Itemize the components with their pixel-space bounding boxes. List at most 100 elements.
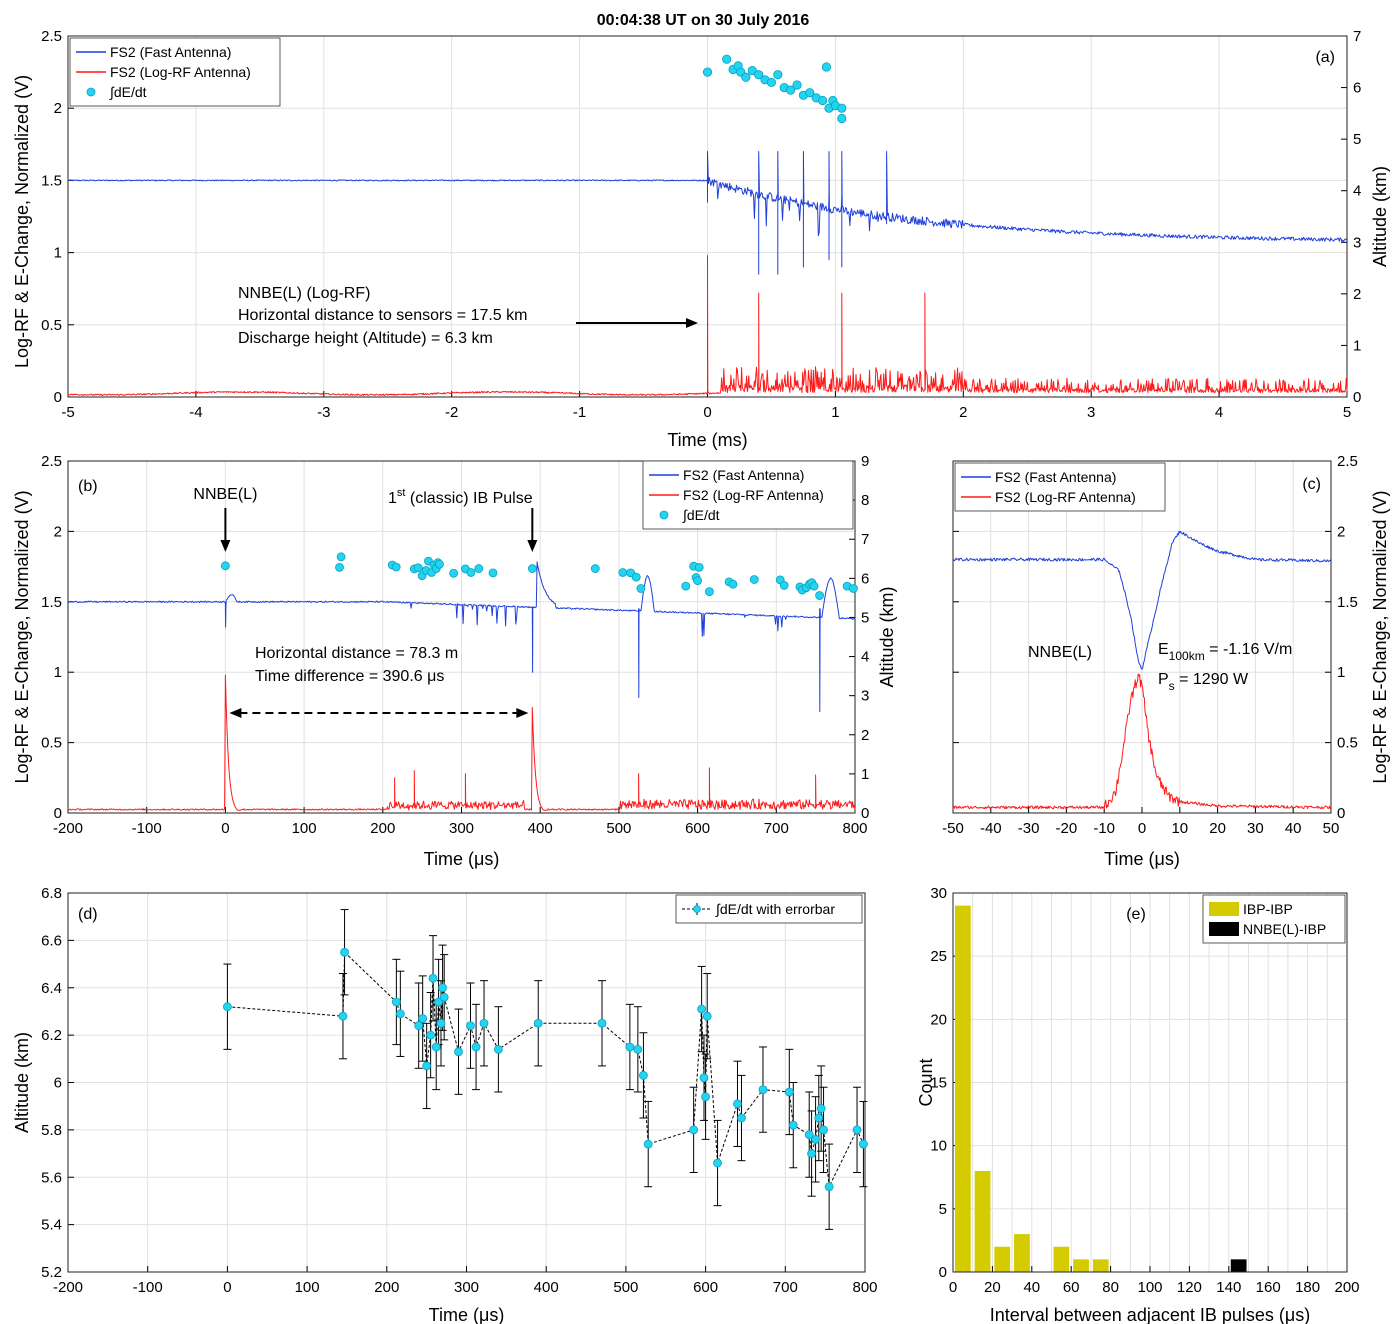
altitude-point (805, 88, 815, 98)
log-rf-line (952, 673, 1332, 810)
x-tick-label: 40 (1285, 820, 1302, 837)
altitude-point (749, 575, 759, 584)
figure-title: 00:04:38 UT on 30 July 2016 (597, 12, 810, 29)
y2-tick-label: 7 (861, 531, 869, 548)
x-tick-label: 0 (1138, 820, 1146, 837)
legend-marker (659, 510, 669, 520)
altitude-point (818, 95, 828, 106)
altitude-point (693, 576, 702, 586)
y2-tick-label: 0 (861, 805, 869, 822)
y-tick-label: 1.5 (41, 594, 62, 611)
altitude-point (701, 1092, 710, 1102)
histogram-bar (974, 1170, 991, 1272)
y-axis-label: Count (916, 1058, 936, 1106)
y2-tick-label: 3 (861, 688, 869, 705)
x-tick-label: 800 (842, 820, 867, 837)
y-tick-label: 20 (930, 1011, 947, 1028)
altitude-point (597, 1018, 607, 1028)
axes-frame (952, 892, 1348, 1273)
x-tick-label: 0 (703, 404, 711, 421)
x-tick-label: 300 (454, 1279, 479, 1296)
y-tick-label: 6.4 (41, 980, 62, 997)
legend-label: FS2 (Fast Antenna) (683, 467, 804, 483)
panel-e: 0 20 40 60 80 100 120 140 160 180 200 0 5 10 15 20 25 30 (… (916, 885, 1360, 1324)
legend-label: FS2 (Log-RF Antenna) (110, 64, 251, 80)
x-tick-label: 20 (984, 1279, 1001, 1296)
y-tick-label: 2.5 (41, 28, 62, 45)
y-tick-label: 5.8 (41, 1122, 62, 1139)
altitude-point (590, 564, 600, 573)
y-tick-label: 5.6 (41, 1169, 62, 1186)
histogram-bar (1014, 1234, 1030, 1272)
legend-label: ∫dE/dt (682, 507, 720, 523)
fast-antenna-line (67, 151, 1348, 275)
axes-frame (67, 892, 866, 1273)
altitude-point (779, 580, 789, 590)
x-tick-label: 500 (613, 1279, 638, 1296)
x-tick-label: 100 (295, 1279, 320, 1296)
x-tick-label: -20 (1056, 820, 1078, 837)
altitude-point (220, 561, 230, 571)
panel-label: (d) (78, 906, 98, 923)
x-tick-label: 100 (1137, 1279, 1162, 1296)
annotation-text: 1st (classic) IB Pulse (388, 487, 533, 507)
y-axis-label: Log-RF & E-Change, Normalized (V) (12, 490, 32, 783)
x-tick-label: 0 (949, 1279, 957, 1296)
altitude-point (436, 1018, 446, 1028)
annotation-arrowhead (516, 708, 529, 718)
x-tick-label: 200 (374, 1279, 399, 1296)
annotation-arrowhead (229, 708, 242, 718)
y-tick-label: 1 (54, 664, 62, 681)
x-tick-label: 3 (1087, 404, 1095, 421)
x-tick-label: 5 (1343, 404, 1351, 421)
altitude-point (681, 581, 691, 591)
altitude-point (335, 562, 344, 572)
panel-label: (b) (78, 478, 98, 495)
altitude-point (471, 1042, 481, 1052)
y-tick-label: 0 (54, 389, 62, 406)
legend-label: FS2 (Log-RF Antenna) (683, 487, 824, 503)
legend-label: NNBE(L)-IBP (1243, 921, 1326, 937)
x-tick-label: 200 (370, 820, 395, 837)
x-tick-label: -10 (1093, 820, 1115, 837)
altitude-point (697, 1004, 707, 1014)
y-tick-label: 2.5 (41, 453, 62, 470)
x-tick-label: -100 (132, 820, 162, 837)
annotation-arrowhead (220, 540, 231, 552)
x-tick-label: 160 (1256, 1279, 1281, 1296)
panels: -5 -4 -3 -2 -1 0 1 2 3 4 500.511.522.501234567NNBE… (12, 28, 1390, 1324)
x-tick-label: 600 (685, 820, 710, 837)
x-tick-label: 20 (1209, 820, 1226, 837)
panel-a: -5 -4 -3 -2 -1 0 1 2 3 4 500.511.522.501234567NNBE… (12, 28, 1390, 450)
x-axis-label: Time (μs) (1104, 849, 1180, 869)
x-axis-label: Time (ms) (667, 430, 747, 450)
altitude-point (852, 1125, 862, 1135)
altitude-point (821, 62, 832, 72)
legend-label: IBP-IBP (1243, 901, 1293, 917)
annotation-text: Horizontal distance = 78.3 m (255, 645, 458, 662)
altitude-point (754, 70, 764, 80)
x-tick-label: -3 (317, 404, 330, 421)
x-axis-label: Time (μs) (424, 849, 500, 869)
altitude-point (639, 1070, 648, 1080)
y2-tick-label: 1 (861, 766, 869, 783)
legend-swatch (1209, 902, 1239, 916)
x-tick-label: 40 (1023, 1279, 1040, 1296)
annotation-arrowhead (686, 318, 698, 328)
panel-label: (e) (1126, 906, 1146, 923)
y2-tick-label: 8 (861, 492, 869, 509)
altitude-point (737, 1113, 746, 1123)
y-axis-label: Log-RF & E-Change, Normalized (V) (1370, 490, 1390, 783)
altitude-point (773, 70, 783, 80)
x-tick-label: 0 (223, 1279, 231, 1296)
x-tick-label: 200 (1334, 1279, 1359, 1296)
y-tick-label: 30 (930, 885, 947, 902)
x-tick-label: 700 (764, 820, 789, 837)
x-tick-label: 500 (606, 820, 631, 837)
altitude-point (733, 1099, 742, 1109)
histogram-bar (1230, 1259, 1247, 1272)
altitude-point (837, 103, 847, 113)
log-rf-line (67, 255, 1348, 396)
y-tick-label: 10 (930, 1138, 947, 1155)
